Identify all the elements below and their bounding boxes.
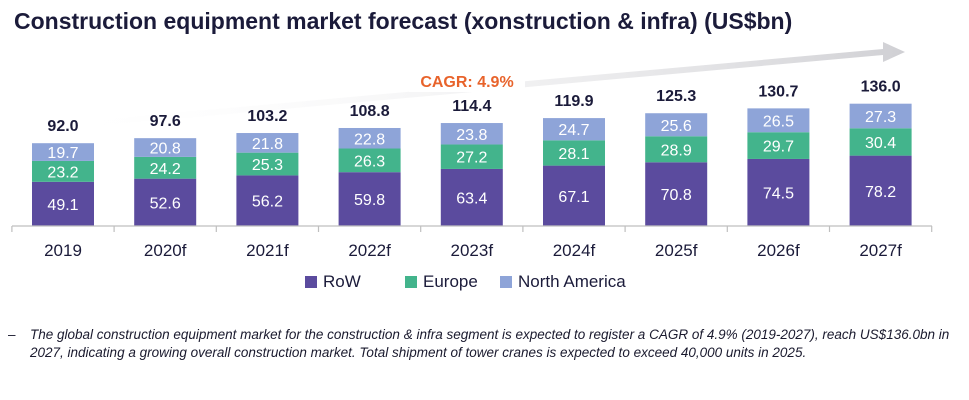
bar-europe-2023f	[440, 144, 503, 169]
segment-label: 59.8	[354, 192, 385, 209]
bar-north-america-2025f	[645, 113, 708, 137]
bar-north-america-2026f	[747, 108, 810, 133]
bar-europe-2024f	[543, 140, 605, 166]
bar-europe-2020f	[134, 156, 197, 179]
footnote: – The global construction equipment mark…	[8, 326, 958, 362]
legend-swatch-europe	[405, 276, 417, 288]
segment-label: 25.6	[661, 118, 692, 135]
legend-label-north-america: North America	[518, 272, 626, 291]
segment-label: 29.7	[763, 139, 794, 156]
total-label: 97.6	[150, 113, 181, 130]
segment-label: 25.3	[252, 157, 283, 174]
total-label: 103.2	[247, 108, 287, 125]
segment-label: 23.8	[456, 127, 487, 144]
bar-north-america-2023f	[440, 123, 503, 145]
segment-label: 23.2	[47, 164, 78, 181]
bar-north-america-2021f	[236, 133, 299, 153]
segment-label: 28.1	[558, 146, 589, 163]
segment-label: 74.5	[763, 185, 794, 202]
x-tick-label: 2025f	[655, 241, 698, 260]
total-label: 119.9	[554, 93, 593, 110]
segment-label: 28.9	[661, 142, 692, 159]
bar-row-2021f	[236, 175, 299, 226]
segment-label: 63.4	[456, 190, 487, 207]
bar-row-2022f	[338, 172, 401, 226]
segment-label: 56.2	[252, 194, 283, 211]
x-tick-label: 2023f	[451, 241, 494, 260]
legend-swatch-row	[305, 276, 317, 288]
total-label: 130.7	[758, 83, 798, 100]
bar-row-2027f	[849, 155, 912, 226]
segment-label: 27.3	[865, 109, 896, 126]
bar-north-america-2019	[32, 143, 94, 161]
segment-label: 67.1	[558, 189, 589, 206]
segment-label: 26.3	[354, 153, 385, 170]
cagr-label-background	[409, 72, 525, 92]
segment-label: 24.2	[150, 161, 181, 178]
segment-label: 26.5	[763, 113, 794, 130]
legend-label-europe: Europe	[423, 272, 478, 291]
bar-europe-2026f	[747, 132, 810, 159]
segment-label: 49.1	[47, 197, 78, 214]
bar-europe-2027f	[849, 128, 912, 156]
bar-north-america-2024f	[543, 118, 605, 141]
x-tick-label: 2024f	[553, 241, 596, 260]
bar-row-2019	[32, 181, 94, 226]
total-label: 125.3	[656, 88, 696, 105]
bar-row-2025f	[645, 162, 708, 226]
bar-row-2020f	[134, 178, 197, 226]
total-label: 136.0	[861, 79, 901, 96]
segment-label: 21.8	[252, 136, 283, 153]
x-tick-label: 2020f	[144, 241, 187, 260]
bar-europe-2022f	[338, 148, 401, 173]
segment-label: 22.8	[354, 131, 385, 148]
footnote-text: The global construction equipment market…	[30, 327, 950, 360]
bar-europe-2025f	[645, 136, 708, 163]
segment-label: 70.8	[661, 187, 692, 204]
segment-label: 27.2	[456, 150, 487, 167]
x-tick-label: 2021f	[246, 241, 289, 260]
cagr-label: CAGR: 4.9%	[420, 74, 513, 91]
bar-row-2026f	[747, 158, 810, 226]
segment-label: 30.4	[865, 135, 896, 152]
bar-row-2023f	[440, 168, 503, 226]
segment-label: 78.2	[865, 184, 896, 201]
x-tick-label: 2027f	[859, 241, 902, 260]
segment-label: 52.6	[150, 195, 181, 212]
stacked-bar-chart: CAGR: 4.9% 49.1 23.2 19.7 92.0 52.6 24.2 20.8 97…	[11, 42, 933, 291]
legend-label-row: RoW	[323, 272, 361, 291]
segment-label: 24.7	[558, 122, 589, 139]
bar-north-america-2020f	[134, 138, 197, 157]
chart-title: Construction equipment market forecast (…	[14, 8, 793, 34]
bar-north-america-2022f	[338, 127, 401, 149]
bar-north-america-2027f	[849, 103, 912, 129]
x-tick-label: 2019	[44, 241, 82, 260]
x-tick-label: 2026f	[757, 241, 800, 260]
footnote-bullet: –	[8, 327, 16, 342]
segment-label: 19.7	[47, 145, 78, 162]
legend-swatch-north-america	[500, 276, 512, 288]
total-label: 92.0	[47, 118, 78, 135]
total-label: 114.4	[452, 98, 491, 115]
total-label: 108.8	[350, 103, 390, 120]
bar-europe-2021f	[236, 152, 299, 176]
bar-europe-2019	[32, 160, 94, 182]
bar-row-2024f	[543, 165, 605, 226]
x-tick-label: 2022f	[348, 241, 391, 260]
segment-label: 20.8	[150, 141, 181, 158]
